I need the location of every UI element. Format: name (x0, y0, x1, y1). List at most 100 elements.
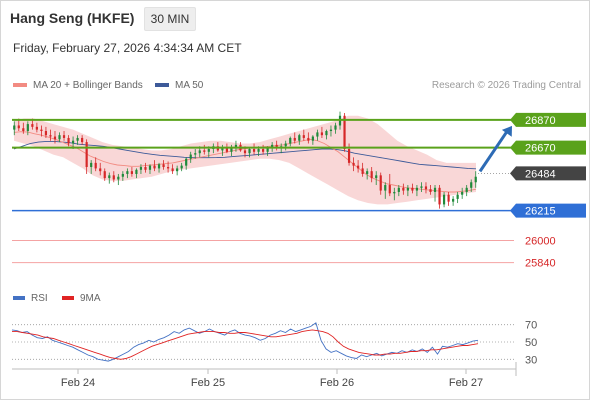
candle-body (13, 125, 16, 130)
candle-body (194, 153, 197, 155)
candle-body (90, 162, 93, 168)
rsi-swatch (13, 296, 25, 301)
projection-arrow (478, 129, 510, 173)
candle-body (406, 187, 409, 191)
candle-body (85, 142, 88, 168)
candle-body (442, 194, 446, 205)
candle-body (103, 171, 106, 179)
candle-body (49, 135, 52, 137)
instrument-title: Hang Seng (HKFE) (10, 10, 135, 26)
candle-body (307, 137, 310, 141)
time-tick-label: Feb 24 (61, 377, 95, 389)
ma50-swatch (155, 83, 169, 88)
rsi-ma9-line (12, 329, 479, 360)
resistance-2-label-box (510, 112, 586, 127)
candle-body (370, 171, 373, 179)
candle-body (352, 162, 355, 166)
candle-body (384, 185, 387, 191)
candle-body (44, 131, 48, 136)
candle-body (284, 143, 287, 147)
candle-body (185, 158, 188, 166)
candle-body (22, 128, 25, 132)
candle-body (108, 175, 111, 179)
candle-body (58, 135, 61, 140)
candle-body (302, 135, 305, 138)
candle-body (157, 164, 161, 169)
candle-body (379, 175, 382, 191)
candle-body (334, 125, 337, 130)
candle-body (162, 164, 165, 168)
candle-body (343, 115, 346, 150)
legend-9ma: 9MA (62, 293, 101, 304)
time-tick-label: Feb 27 (449, 377, 483, 389)
rsi-tick-30: 30 (525, 354, 537, 366)
candle-body (347, 149, 351, 163)
ma9-swatch (62, 296, 74, 301)
timeframe-badge[interactable]: 30 MIN (144, 7, 196, 31)
candle-body (361, 168, 364, 174)
candle-body (452, 198, 455, 202)
current-price-label-text: 26484 (525, 168, 556, 180)
candle-body (153, 165, 156, 169)
candle-body (230, 147, 233, 152)
candle-body (171, 168, 174, 172)
rsi-tick-70: 70 (525, 320, 537, 332)
candle-body (117, 176, 120, 180)
bollinger-band (14, 115, 476, 205)
candle-body (112, 175, 115, 180)
rsi-panel: 70 50 30 (11, 320, 537, 366)
candle-body (76, 137, 79, 141)
timestamp: Friday, February 27, 2026 4:34:34 AM CET (13, 41, 242, 55)
support-2-label: 26000 (525, 235, 556, 247)
candle-body (234, 144, 238, 148)
candle-body (393, 191, 396, 194)
ma20-swatch (13, 83, 27, 88)
candle-body (126, 171, 129, 174)
candle-body (180, 165, 183, 169)
candle-body (357, 165, 360, 169)
candle-body (130, 171, 133, 174)
candle-body (329, 129, 333, 132)
candle-body (461, 191, 464, 195)
candle-body (470, 182, 473, 188)
attribution: Research © 2026 Trading Central (431, 80, 581, 91)
candle-body (139, 167, 143, 170)
candle-body (248, 149, 251, 154)
candle-body (411, 187, 414, 191)
candle-body (99, 168, 102, 172)
candle-body (198, 150, 201, 154)
candle-body (424, 186, 428, 190)
candle-body (375, 175, 378, 179)
candle-body (438, 187, 441, 205)
candle-body (67, 137, 70, 144)
candle-body (207, 149, 210, 152)
candle-body (266, 147, 269, 152)
resistance-1-label-text: 26670 (525, 143, 556, 155)
legend-ma50: MA 50 (155, 80, 203, 91)
candle-body (53, 136, 57, 140)
candle-body (148, 165, 152, 170)
rsi-legend-label: RSI (31, 293, 48, 304)
candle-body (474, 176, 477, 183)
support-1-label-text: 26215 (525, 206, 556, 218)
candle-body (311, 136, 314, 141)
candle-body (94, 162, 97, 169)
resistance-1-label: 26670 (510, 140, 586, 155)
current-price-label: 26484 (510, 166, 586, 181)
candle-body (225, 147, 229, 152)
candle-body (420, 186, 423, 188)
candle-body (176, 168, 179, 172)
candle-body (26, 124, 29, 132)
candle-body (135, 169, 138, 174)
ma20-legend-label: MA 20 + Bollinger Bands (33, 80, 143, 91)
candle-body (271, 144, 274, 148)
resistance-2-label-text: 26870 (525, 115, 556, 127)
candle-body (447, 194, 450, 202)
candle-body (243, 150, 247, 154)
candle-body (456, 194, 459, 199)
candle-body (189, 154, 192, 159)
legend-ma20: MA 20 + Bollinger Bands (13, 80, 143, 91)
candle-body (429, 189, 432, 192)
candle-body (203, 150, 206, 152)
